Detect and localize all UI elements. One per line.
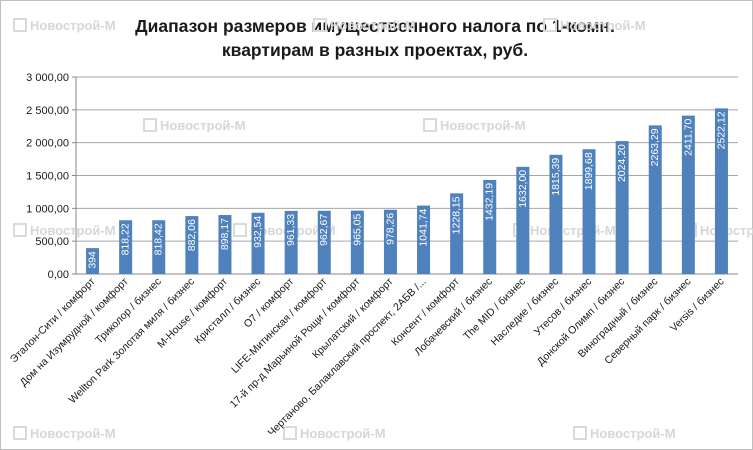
- bar: [483, 179, 497, 274]
- data-label: 394: [87, 251, 99, 269]
- chart-title-line-2: квартирам в разных проектах, руб.: [221, 40, 529, 60]
- bar: [582, 149, 596, 274]
- watermark: Новострой-М: [143, 118, 246, 133]
- y-tick-label: 0,00: [48, 269, 69, 281]
- x-tick-label: Утесов / бизнес: [532, 276, 594, 338]
- y-tick-label: 1 500,00: [26, 171, 69, 183]
- watermark-text: Новострой-М: [160, 118, 246, 133]
- bar: [218, 215, 232, 274]
- watermark-text: Новострой-М: [30, 18, 116, 33]
- watermark-logo-icon: [13, 18, 27, 32]
- chart-title-line-1: Диапазон размеров имущественного налога …: [135, 16, 615, 36]
- data-label: 961,33: [285, 214, 297, 246]
- watermark-logo-icon: [13, 223, 27, 237]
- bar: [119, 220, 133, 274]
- data-label: 2024,20: [616, 144, 628, 182]
- data-label: 1632,00: [517, 170, 529, 208]
- watermark-logo-icon: [573, 426, 587, 440]
- data-label: 1432,19: [484, 183, 496, 221]
- data-label: 965,05: [351, 213, 363, 245]
- data-label: 898,17: [219, 218, 231, 250]
- y-tick-label: 1 000,00: [26, 203, 69, 215]
- data-label: 2411,70: [682, 118, 694, 155]
- watermark: Новострой-М: [543, 18, 646, 33]
- watermark-logo-icon: [233, 223, 247, 237]
- bar: [648, 125, 662, 274]
- data-label: 2522,12: [715, 111, 727, 149]
- bar: [549, 154, 563, 274]
- watermark-text: Новострой-М: [30, 426, 116, 441]
- data-label: 962,67: [318, 214, 330, 246]
- bar: [317, 210, 331, 274]
- watermark-logo-icon: [283, 426, 297, 440]
- bar: [383, 209, 397, 274]
- bar: [681, 115, 695, 274]
- data-label: 978,26: [384, 213, 396, 245]
- bar: [152, 220, 166, 274]
- watermark-logo-icon: [423, 118, 437, 132]
- watermark-text: Новострой-М: [530, 223, 616, 238]
- watermark-text: Новострой-М: [590, 426, 676, 441]
- watermark: Новострой-М: [573, 426, 676, 441]
- bar: [185, 216, 199, 274]
- bar: [251, 212, 265, 274]
- bar: [86, 248, 100, 274]
- data-label: 1041,74: [418, 208, 430, 246]
- watermark: Новострой-М: [313, 18, 416, 33]
- bar: [714, 108, 728, 274]
- chart-title: Диапазон размеров имущественного налога …: [60, 14, 690, 62]
- data-label: 1815,39: [550, 158, 562, 196]
- data-label: 932,54: [252, 216, 264, 248]
- watermark-text: Новострой-М: [330, 18, 416, 33]
- watermark-text: Новострой-М: [300, 426, 386, 441]
- watermark: Новострой-М: [283, 426, 386, 441]
- x-tick-label: Чертаново, Балаклавский проспект, 2АБВ /…: [266, 276, 429, 439]
- watermark: Новострой-М: [13, 223, 116, 238]
- y-tick-label: 2 500,00: [26, 105, 69, 117]
- watermark-text: Новострой-М: [560, 18, 646, 33]
- data-label: 1228,15: [451, 196, 463, 234]
- watermark: Новострой-М: [423, 118, 526, 133]
- watermark-logo-icon: [543, 18, 557, 32]
- y-tick-label: 2 000,00: [26, 138, 69, 150]
- watermark-text: Новострой-М: [440, 118, 526, 133]
- data-label: 818,22: [120, 223, 132, 255]
- data-label: 2263,29: [649, 128, 661, 166]
- watermark-logo-icon: [143, 118, 157, 132]
- bar: [350, 210, 364, 274]
- data-label: 818,42: [153, 223, 165, 255]
- bar: [417, 205, 431, 274]
- y-tick-label: 500,00: [35, 236, 69, 248]
- watermark: Новострой-М: [13, 426, 116, 441]
- watermark: Новострой-М: [13, 18, 116, 33]
- bar: [615, 141, 629, 274]
- bar: [450, 193, 464, 274]
- y-tick-label: 3 000,00: [26, 72, 69, 84]
- data-label: 882,06: [186, 219, 198, 251]
- bar: [284, 210, 298, 274]
- watermark-logo-icon: [13, 426, 27, 440]
- data-label: 1899,68: [583, 152, 595, 190]
- watermark-text: Новострой-М: [30, 223, 116, 238]
- bar: [516, 166, 530, 274]
- watermark-logo-icon: [313, 18, 327, 32]
